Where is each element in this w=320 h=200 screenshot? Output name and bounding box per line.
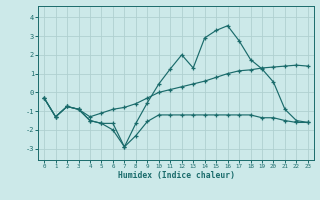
X-axis label: Humidex (Indice chaleur): Humidex (Indice chaleur) [117, 171, 235, 180]
